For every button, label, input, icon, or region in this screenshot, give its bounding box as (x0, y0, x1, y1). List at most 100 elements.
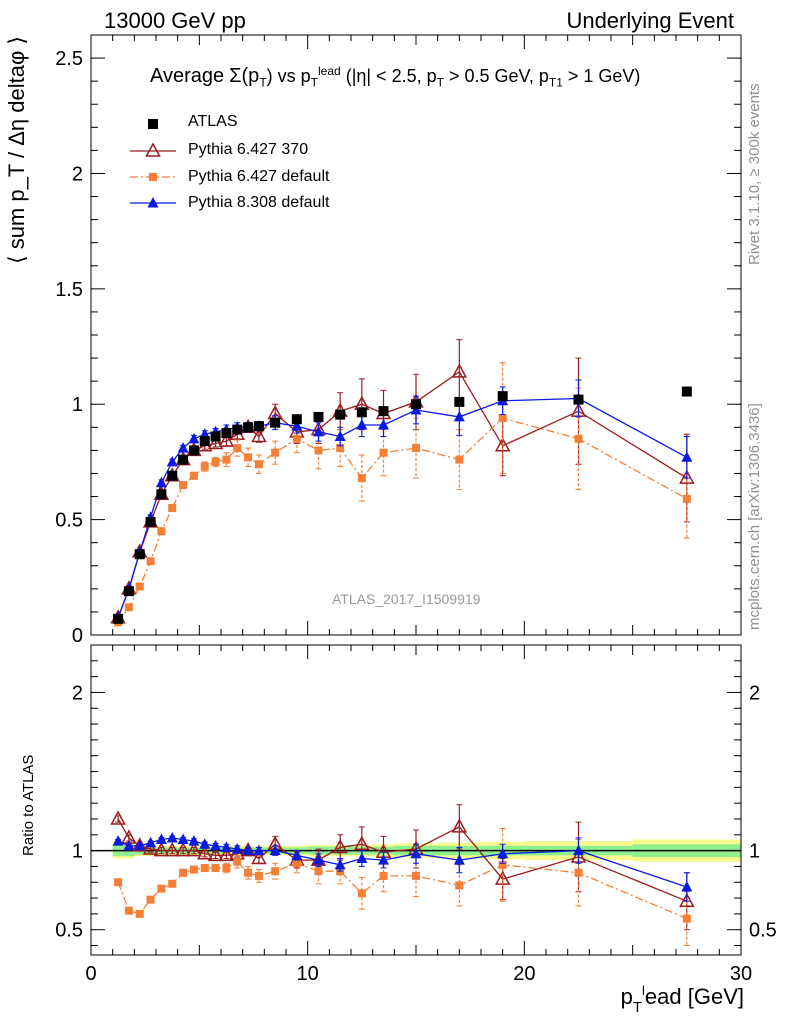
data-point-py6-370 (251, 427, 267, 443)
y-tick-label-main: 1 (72, 394, 83, 416)
y-tick-label-ratio-right: 1 (749, 841, 760, 863)
title-close: ) (266, 66, 273, 86)
xlabel-p: p (620, 984, 633, 1009)
data-point-atlas (497, 391, 508, 402)
data-point-py6-default (168, 504, 177, 513)
data-point-py8-default (210, 839, 222, 851)
data-point-py6-default (222, 864, 231, 873)
data-point-py6-default (189, 471, 198, 480)
data-point-py6-370 (679, 892, 695, 907)
data-point-py8-default (177, 833, 189, 845)
data-point-py6-default (135, 909, 144, 918)
data-point-py6-default (412, 444, 420, 453)
data-point-py8-default (573, 844, 584, 856)
data-point-py6-370 (196, 845, 213, 860)
data-point-atlas (123, 586, 134, 597)
data-point-py8-default (199, 838, 211, 849)
data-point-py6-default (135, 582, 144, 591)
data-point-py6-370 (186, 842, 202, 857)
title-vs: vs p (272, 66, 311, 86)
data-point-atlas (573, 394, 584, 405)
data-point-py8-default (497, 847, 509, 859)
data-point-py6-default (271, 867, 280, 876)
data-point-py8-default (220, 841, 232, 852)
header-collision: 13000 GeV pp (104, 8, 246, 33)
data-point-py6-default (211, 457, 220, 466)
data-point-py6-default (146, 557, 155, 566)
title-t3-sub: T (436, 75, 444, 90)
data-point-py8-default (155, 833, 167, 845)
legend-label-py6-default: Pythia 6.427 default (188, 168, 330, 185)
legend-marker-py8-default (147, 197, 159, 208)
data-point-py6-default (379, 871, 388, 880)
data-point-py6-default (455, 455, 464, 464)
data-point-py6-370 (175, 842, 191, 857)
data-point-py6-default (336, 444, 345, 453)
data-point-py6-370 (207, 846, 224, 862)
data-point-py6-default (314, 867, 323, 876)
data-point-py8-default (291, 849, 303, 860)
data-point-py6-370 (164, 842, 181, 857)
legend-marker-py6-default (149, 173, 157, 181)
data-point-py6-default (314, 446, 323, 455)
data-point-py6-default (254, 460, 263, 469)
data-point-py6-default (146, 895, 155, 904)
data-point-py6-default (357, 474, 366, 483)
data-point-py6-default (244, 453, 253, 462)
x-axis-label: pTlead [GeV] (620, 983, 744, 1016)
data-point-py6-default (254, 871, 263, 880)
legend-label-py6-370: Pythia 6.427 370 (188, 141, 309, 158)
data-point-py8-default (242, 844, 254, 856)
y-tick-label-main: 2 (72, 163, 83, 185)
xlabel-rest: ead [GeV] (644, 984, 744, 1009)
y-tick-label-ratio-right: 0.5 (749, 920, 777, 942)
data-point-py8-default (112, 835, 124, 846)
data-point-py8-default (453, 410, 465, 422)
data-point-py6-default (233, 857, 242, 866)
legend-marker-py6-370 (145, 142, 161, 157)
legend-label-atlas: ATLAS (188, 113, 238, 130)
data-point-atlas (313, 411, 324, 422)
title-cut1: > 0.5 GeV, p (443, 66, 549, 86)
data-point-py6-default (292, 434, 301, 443)
data-point-atlas (134, 549, 145, 560)
data-point-atlas (291, 414, 302, 425)
y-tick-label-main: 2.5 (55, 48, 83, 70)
data-point-atlas (356, 407, 367, 418)
y-tick-label-ratio-right: 2 (749, 682, 760, 704)
data-point-py6-default (157, 884, 166, 893)
data-point-py6-default (157, 527, 166, 536)
data-point-atlas (243, 422, 254, 433)
plot-title: Average Σ(pT) vs pTlead (|η| < 2.5, pT >… (150, 64, 640, 90)
data-point-py8-default (231, 843, 243, 854)
data-point-py8-default (166, 831, 178, 843)
data-point-atlas (156, 489, 167, 500)
data-point-py6-370 (110, 810, 126, 825)
header-process: Underlying Event (566, 8, 734, 33)
data-point-atlas (454, 396, 465, 407)
data-point-py8-default (123, 839, 135, 851)
ratio-plot-frame (90, 644, 742, 956)
data-point-py6-default (179, 868, 188, 877)
data-point-py6-default (455, 881, 464, 890)
data-point-py8-default (188, 432, 200, 444)
title-sigma: Σ(p (229, 65, 260, 87)
y-tick-label-main: 0 (72, 625, 83, 647)
data-point-py6-default (412, 871, 420, 880)
xlabel-sub: T (632, 999, 643, 1016)
data-point-py8-default (681, 880, 693, 892)
data-point-py6-370 (218, 432, 235, 447)
data-point-atlas (232, 424, 243, 435)
data-point-atlas (221, 428, 232, 439)
data-point-py8-default (410, 404, 422, 415)
title-t-sub: T (259, 75, 267, 90)
data-point-py8-default (313, 854, 324, 865)
data-point-py8-default (145, 836, 157, 848)
data-point-atlas (178, 454, 189, 465)
data-point-py8-default (269, 844, 281, 856)
data-point-py8-default (134, 839, 146, 851)
data-point-py8-default (155, 476, 167, 488)
data-point-py8-default (410, 847, 422, 859)
data-point-py6-default (682, 494, 691, 503)
title-cuts: (|η| < 2.5, p (340, 66, 437, 86)
